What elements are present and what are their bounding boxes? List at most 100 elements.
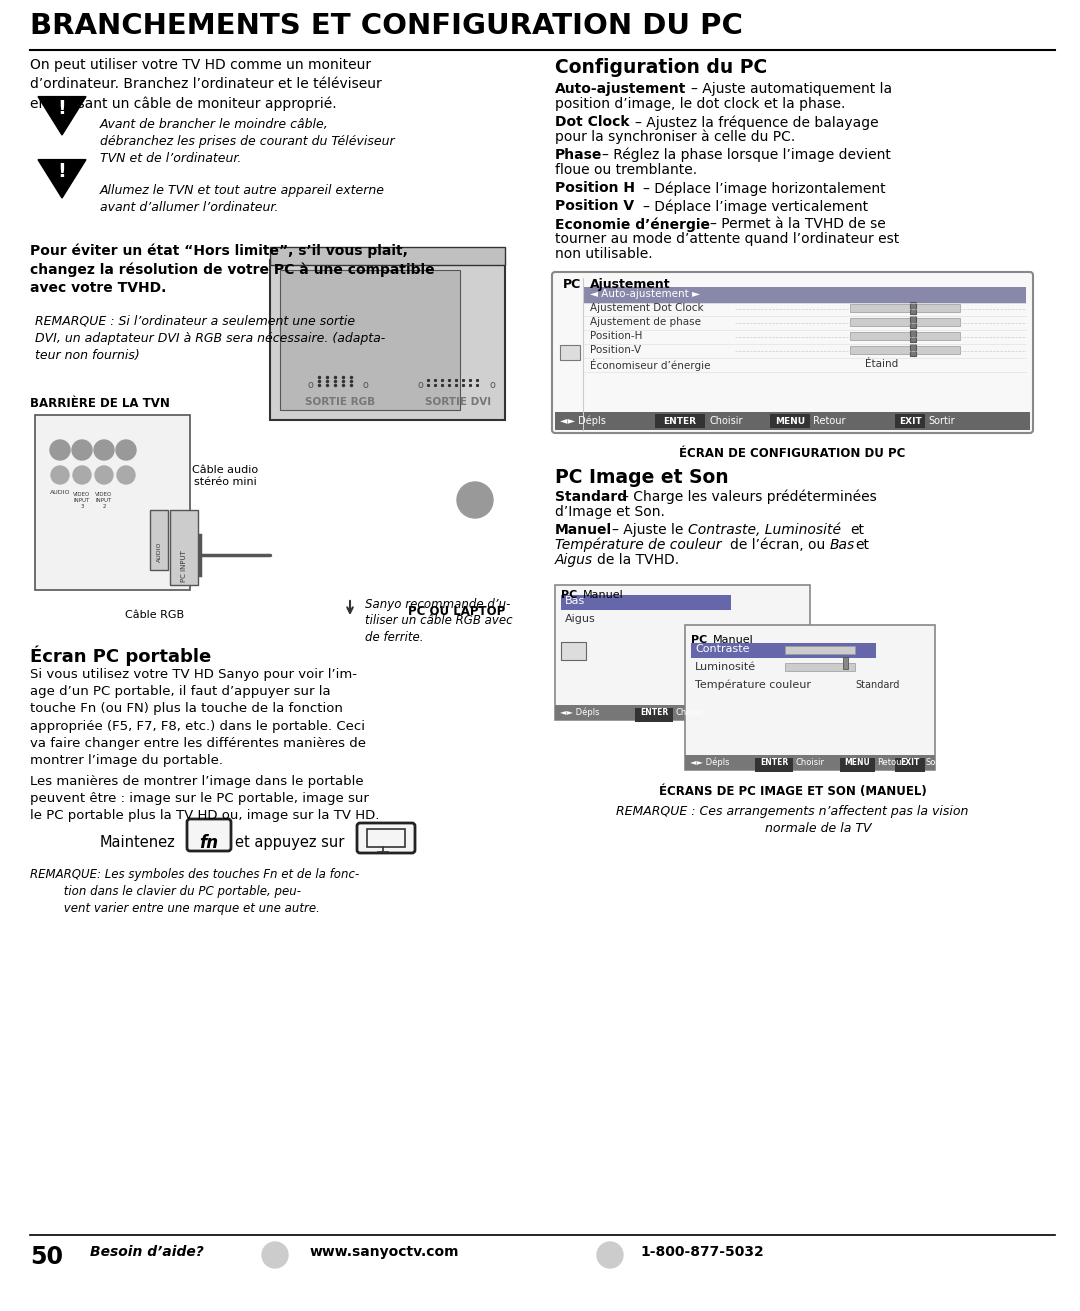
Text: www.sanyoctv.com: www.sanyoctv.com	[310, 1245, 459, 1259]
Text: PC: PC	[563, 278, 581, 291]
FancyBboxPatch shape	[561, 345, 580, 361]
Text: AUDIO: AUDIO	[157, 541, 162, 562]
Text: floue ou tremblante.: floue ou tremblante.	[555, 163, 697, 177]
Text: ◄► Dépls: ◄► Dépls	[561, 416, 606, 426]
Text: Économiseur d’énergie: Économiseur d’énergie	[590, 359, 711, 371]
Text: Sanyo recommande d’u-
tiliser un câble RGB avec
de ferrite.: Sanyo recommande d’u- tiliser un câble R…	[365, 598, 513, 644]
Text: 50: 50	[30, 1245, 63, 1269]
Text: Aigus: Aigus	[565, 614, 596, 624]
FancyBboxPatch shape	[850, 346, 960, 354]
FancyBboxPatch shape	[785, 663, 855, 671]
Text: o: o	[489, 380, 495, 389]
FancyBboxPatch shape	[552, 271, 1032, 433]
Text: MENU: MENU	[845, 758, 869, 767]
FancyBboxPatch shape	[270, 260, 505, 420]
Circle shape	[50, 440, 70, 460]
FancyBboxPatch shape	[561, 642, 586, 659]
Text: Sortir: Sortir	[928, 416, 955, 426]
Text: !: !	[57, 163, 67, 181]
Text: PC: PC	[561, 590, 577, 600]
FancyBboxPatch shape	[770, 414, 810, 427]
Text: 1-800-877-5032: 1-800-877-5032	[640, 1245, 764, 1259]
Text: REMARQUE : Ces arrangements n’affectent pas la vision
             normale de la: REMARQUE : Ces arrangements n’affectent …	[617, 805, 969, 835]
FancyBboxPatch shape	[654, 414, 705, 427]
Text: BARRIÈRE DE LA TVN: BARRIÈRE DE LA TVN	[30, 397, 170, 410]
Text: REMARQUE : Si l’ordinateur a seulement une sortie
DVI, un adaptateur DVI à RGB s: REMARQUE : Si l’ordinateur a seulement u…	[35, 315, 386, 362]
FancyBboxPatch shape	[910, 330, 916, 342]
Text: Étaind: Étaind	[865, 359, 899, 368]
Text: AUDIO: AUDIO	[50, 490, 70, 496]
Text: ◄► Dépls: ◄► Dépls	[690, 758, 729, 767]
Text: PC Image et Son: PC Image et Son	[555, 468, 729, 486]
Text: Ajustement de phase: Ajustement de phase	[590, 317, 701, 326]
FancyBboxPatch shape	[843, 657, 848, 669]
Text: Auto-ajustement: Auto-ajustement	[555, 83, 687, 96]
FancyBboxPatch shape	[187, 819, 231, 851]
Text: Sortir: Sortir	[924, 758, 948, 767]
Text: Câble RGB: Câble RGB	[125, 610, 185, 620]
Circle shape	[94, 440, 114, 460]
Text: Contraste: Contraste	[696, 644, 750, 654]
Circle shape	[457, 482, 492, 518]
Text: Choisir: Choisir	[675, 708, 704, 717]
FancyBboxPatch shape	[367, 829, 405, 847]
FancyBboxPatch shape	[910, 316, 916, 328]
FancyBboxPatch shape	[635, 708, 673, 722]
Text: – Charge les valeurs prédéterminées: – Charge les valeurs prédéterminées	[622, 490, 877, 505]
FancyBboxPatch shape	[424, 375, 491, 391]
Text: Position-V: Position-V	[590, 345, 642, 355]
Text: ENTER: ENTER	[639, 708, 669, 717]
Text: Manuel: Manuel	[713, 635, 754, 645]
Circle shape	[597, 1242, 623, 1268]
Text: ◄► Dépls: ◄► Dépls	[561, 708, 599, 717]
Text: Écran PC portable: Écran PC portable	[30, 645, 212, 666]
FancyBboxPatch shape	[840, 758, 875, 772]
Text: Standard: Standard	[855, 680, 900, 690]
Text: Configuration du PC: Configuration du PC	[555, 58, 767, 77]
Text: non utilisable.: non utilisable.	[555, 246, 652, 261]
FancyBboxPatch shape	[555, 585, 810, 720]
Text: o: o	[362, 380, 368, 389]
Text: BRANCHEMENTS ET CONFIGURATION DU PC: BRANCHEMENTS ET CONFIGURATION DU PC	[30, 12, 743, 41]
Circle shape	[73, 465, 91, 484]
Text: pour la synchroniser à celle du PC.: pour la synchroniser à celle du PC.	[555, 130, 795, 144]
Circle shape	[117, 465, 135, 484]
FancyBboxPatch shape	[314, 375, 366, 391]
Text: Pour éviter un état “Hors limite”, s’il vous plait,
changez la résolution de vot: Pour éviter un état “Hors limite”, s’il …	[30, 243, 434, 295]
Text: VIDEO
INPUT
3: VIDEO INPUT 3	[73, 492, 91, 509]
FancyBboxPatch shape	[150, 510, 168, 570]
Text: – Déplace l’image verticalement: – Déplace l’image verticalement	[643, 199, 868, 214]
FancyBboxPatch shape	[850, 319, 960, 326]
Circle shape	[95, 465, 113, 484]
Text: Besoin d’aide?: Besoin d’aide?	[90, 1245, 204, 1259]
Text: Choisir: Choisir	[795, 758, 824, 767]
Text: ENTER: ENTER	[760, 758, 788, 767]
Text: On peut utiliser votre TV HD comme un moniteur
d’ordinateur. Branchez l’ordinate: On peut utiliser votre TV HD comme un mo…	[30, 58, 381, 110]
Text: – Ajustez la fréquence de balayage: – Ajustez la fréquence de balayage	[635, 115, 879, 130]
FancyBboxPatch shape	[895, 414, 924, 427]
Text: Position V: Position V	[555, 199, 634, 212]
Text: et appuyez sur: et appuyez sur	[235, 835, 345, 850]
FancyBboxPatch shape	[755, 758, 793, 772]
Text: Position H: Position H	[555, 181, 635, 195]
Text: – Ajuste le: – Ajuste le	[612, 523, 688, 538]
Text: Dot Clock: Dot Clock	[555, 115, 630, 128]
Circle shape	[72, 440, 92, 460]
Polygon shape	[38, 97, 86, 135]
FancyBboxPatch shape	[280, 270, 460, 410]
Polygon shape	[38, 160, 86, 198]
Text: Câble audio
stéréo mini: Câble audio stéréo mini	[192, 465, 258, 488]
Text: Manuel: Manuel	[583, 590, 624, 600]
Text: !: !	[57, 100, 67, 118]
FancyBboxPatch shape	[170, 510, 198, 585]
Text: – Permet à la TVHD de se: – Permet à la TVHD de se	[710, 218, 886, 231]
FancyBboxPatch shape	[270, 246, 505, 265]
Text: Bas: Bas	[831, 538, 855, 552]
Text: ÉCRANS DE PC IMAGE ET SON (MANUEL): ÉCRANS DE PC IMAGE ET SON (MANUEL)	[659, 785, 927, 798]
Text: Contraste, Luminosité: Contraste, Luminosité	[688, 523, 841, 538]
FancyBboxPatch shape	[850, 332, 960, 340]
Text: Phase: Phase	[555, 148, 603, 163]
Text: Maintenez: Maintenez	[100, 835, 176, 850]
Text: Si vous utilisez votre TV HD Sanyo pour voir l’im-
age d’un PC portable, il faut: Si vous utilisez votre TV HD Sanyo pour …	[30, 669, 366, 767]
Text: Avant de brancher le moindre câble,
débranchez les prises de courant du Télévise: Avant de brancher le moindre câble, débr…	[100, 118, 394, 165]
